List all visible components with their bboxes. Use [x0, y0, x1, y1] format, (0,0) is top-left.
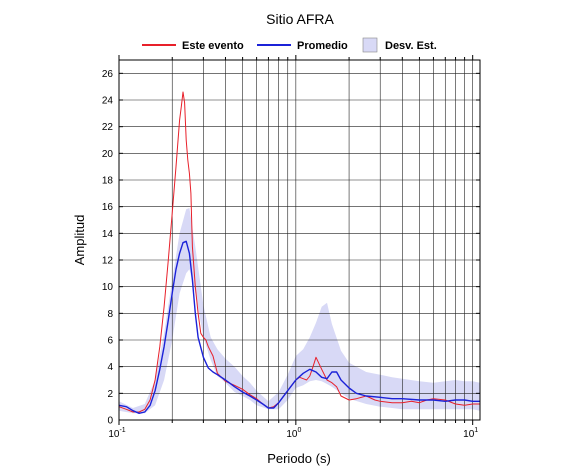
- y-tick-label: 22: [102, 122, 114, 133]
- chart-title: Sitio AFRA: [266, 11, 334, 27]
- plot-frame: [118, 59, 481, 421]
- y-tick-label: 10: [102, 282, 114, 293]
- legend-label: Este evento: [182, 40, 244, 52]
- series-layer: [118, 91, 480, 414]
- y-tick-label: 2: [107, 389, 113, 400]
- legend: Este evento Promedio Desv. Est.: [142, 37, 437, 53]
- y-tick-label: 18: [102, 176, 114, 187]
- y-tick-label: 26: [102, 69, 114, 80]
- legend-swatch: [362, 37, 378, 53]
- y-tick-label: 0: [107, 416, 113, 427]
- x-tick-label: 100: [286, 427, 301, 440]
- y-tick-label: 16: [102, 202, 114, 213]
- series-line-promedio: [118, 240, 480, 414]
- series-line-este-evento: [118, 91, 480, 413]
- x-axis-label: Periodo (s): [267, 451, 331, 466]
- y-tick-label: 6: [107, 336, 113, 347]
- y-tick-label: 8: [107, 309, 113, 320]
- y-tick-label: 14: [102, 229, 114, 240]
- std-band: [119, 208, 480, 414]
- y-tick-label: 20: [102, 149, 114, 160]
- std-band-layer: [119, 208, 480, 414]
- y-axis-label: Amplitud: [72, 215, 87, 266]
- x-tick-label: 10-1: [108, 427, 125, 440]
- legend-label: Desv. Est.: [385, 40, 437, 52]
- grid-layer: [119, 60, 480, 420]
- y-tick-label: 12: [102, 256, 114, 267]
- y-tick-label: 4: [107, 362, 113, 373]
- y-tick-label: 24: [102, 96, 114, 107]
- legend-label: Promedio: [297, 40, 348, 52]
- x-tick-label: 101: [463, 427, 478, 440]
